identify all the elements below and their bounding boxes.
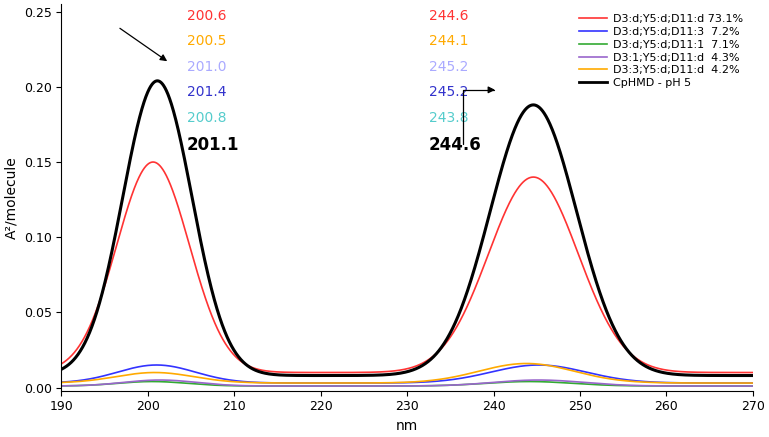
D3:1;Y5:d;D11:d  4.3% xyxy=(534,378,543,383)
CpHMD - pH 5 xyxy=(322,373,331,378)
CpHMD - pH 5 xyxy=(177,142,186,147)
CpHMD - pH 5 xyxy=(153,78,162,83)
Line: D3:d;Y5:d;D11:3  7.2%: D3:d;Y5:d;D11:3 7.2% xyxy=(62,365,753,383)
D3:3;Y5:d;D11:d  4.2% xyxy=(322,381,331,386)
D3:3;Y5:d;D11:d  4.2% xyxy=(661,380,670,385)
Text: 201.0: 201.0 xyxy=(187,60,226,74)
D3:3;Y5:d;D11:d  4.2% xyxy=(748,381,757,386)
D3:1;Y5:d;D11:d  4.3% xyxy=(57,383,66,388)
Text: 200.6: 200.6 xyxy=(187,9,226,23)
D3:1;Y5:d;D11:d  4.3% xyxy=(177,378,186,384)
D3:d;Y5:d;D11:d 73.1% xyxy=(57,361,66,367)
D3:d;Y5:d;D11:3  7.2% xyxy=(748,381,757,386)
D3:d;Y5:d;D11:1  7.1% xyxy=(352,383,361,388)
D3:d;Y5:d;D11:d 73.1% xyxy=(661,367,670,372)
D3:d;Y5:d;D11:1  7.1% xyxy=(748,383,757,388)
D3:3;Y5:d;D11:d  4.2% xyxy=(57,380,66,385)
Line: D3:d;Y5:d;D11:d 73.1%: D3:d;Y5:d;D11:d 73.1% xyxy=(62,162,753,372)
D3:3;Y5:d;D11:d  4.2% xyxy=(735,381,744,386)
D3:d;Y5:d;D11:d 73.1% xyxy=(177,215,186,221)
Text: 244.6: 244.6 xyxy=(429,136,481,154)
Text: 244.6: 244.6 xyxy=(429,9,468,23)
Text: 200.8: 200.8 xyxy=(187,111,226,125)
D3:d;Y5:d;D11:3  7.2% xyxy=(352,380,361,385)
D3:1;Y5:d;D11:d  4.3% xyxy=(748,383,757,388)
CpHMD - pH 5 xyxy=(661,370,670,375)
D3:d;Y5:d;D11:1  7.1% xyxy=(135,379,145,385)
Y-axis label: A²/molecule: A²/molecule xyxy=(4,156,18,239)
Text: 200.5: 200.5 xyxy=(187,34,226,48)
D3:1;Y5:d;D11:d  4.3% xyxy=(352,383,361,388)
D3:d;Y5:d;D11:3  7.2% xyxy=(57,379,66,385)
Legend: D3:d;Y5:d;D11:d 73.1%, D3:d;Y5:d;D11:3  7.2%, D3:d;Y5:d;D11:1  7.1%, D3:1;Y5:d;D: D3:d;Y5:d;D11:d 73.1%, D3:d;Y5:d;D11:3 7… xyxy=(575,10,747,93)
D3:d;Y5:d;D11:3  7.2% xyxy=(135,364,145,369)
D3:d;Y5:d;D11:1  7.1% xyxy=(524,379,534,384)
D3:d;Y5:d;D11:d 73.1% xyxy=(352,370,361,375)
Line: D3:3;Y5:d;D11:d  4.2%: D3:3;Y5:d;D11:d 4.2% xyxy=(62,364,753,383)
Line: D3:1;Y5:d;D11:d  4.3%: D3:1;Y5:d;D11:d 4.3% xyxy=(62,380,753,386)
D3:d;Y5:d;D11:3  7.2% xyxy=(177,366,186,371)
D3:3;Y5:d;D11:d  4.2% xyxy=(135,371,145,376)
D3:d;Y5:d;D11:3  7.2% xyxy=(735,381,744,386)
D3:d;Y5:d;D11:d 73.1% xyxy=(322,370,331,375)
Text: 201.4: 201.4 xyxy=(187,85,226,99)
Text: 245.2: 245.2 xyxy=(429,60,468,74)
Text: 245.2: 245.2 xyxy=(429,85,468,99)
D3:d;Y5:d;D11:1  7.1% xyxy=(322,383,331,388)
D3:d;Y5:d;D11:d 73.1% xyxy=(735,370,744,375)
Text: 244.1: 244.1 xyxy=(429,34,468,48)
D3:d;Y5:d;D11:d 73.1% xyxy=(148,160,158,165)
D3:d;Y5:d;D11:1  7.1% xyxy=(57,383,66,388)
D3:d;Y5:d;D11:d 73.1% xyxy=(748,370,757,375)
D3:1;Y5:d;D11:d  4.3% xyxy=(322,383,331,388)
Text: 243.8: 243.8 xyxy=(429,111,468,125)
CpHMD - pH 5 xyxy=(135,112,145,118)
Line: D3:d;Y5:d;D11:1  7.1%: D3:d;Y5:d;D11:1 7.1% xyxy=(62,382,753,386)
CpHMD - pH 5 xyxy=(748,373,757,378)
Line: CpHMD - pH 5: CpHMD - pH 5 xyxy=(62,81,753,375)
D3:1;Y5:d;D11:d  4.3% xyxy=(735,383,744,388)
D3:d;Y5:d;D11:1  7.1% xyxy=(661,383,670,388)
D3:d;Y5:d;D11:1  7.1% xyxy=(177,380,186,385)
X-axis label: nm: nm xyxy=(396,419,418,433)
D3:3;Y5:d;D11:d  4.2% xyxy=(522,361,531,366)
CpHMD - pH 5 xyxy=(57,367,66,372)
D3:1;Y5:d;D11:d  4.3% xyxy=(661,383,670,388)
D3:3;Y5:d;D11:d  4.2% xyxy=(352,380,361,385)
CpHMD - pH 5 xyxy=(735,373,744,378)
D3:d;Y5:d;D11:3  7.2% xyxy=(661,380,670,385)
D3:3;Y5:d;D11:d  4.2% xyxy=(177,372,186,377)
D3:d;Y5:d;D11:3  7.2% xyxy=(322,381,331,386)
D3:d;Y5:d;D11:1  7.1% xyxy=(735,383,744,388)
D3:d;Y5:d;D11:d 73.1% xyxy=(135,172,145,177)
D3:d;Y5:d;D11:3  7.2% xyxy=(534,362,543,368)
D3:1;Y5:d;D11:d  4.3% xyxy=(135,378,145,384)
Text: 201.1: 201.1 xyxy=(187,136,239,154)
CpHMD - pH 5 xyxy=(352,373,361,378)
